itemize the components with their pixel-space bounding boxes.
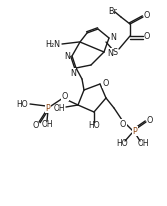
- Text: O: O: [147, 116, 153, 124]
- Text: S: S: [112, 48, 118, 56]
- Text: P: P: [133, 126, 137, 136]
- Text: N: N: [110, 33, 116, 41]
- Text: H₂N: H₂N: [45, 40, 60, 48]
- Text: OH: OH: [41, 119, 53, 129]
- Text: O: O: [120, 119, 126, 129]
- Text: Br: Br: [108, 7, 117, 15]
- Text: N: N: [64, 52, 70, 61]
- Text: OH: OH: [137, 138, 149, 147]
- Text: P: P: [46, 103, 50, 112]
- Text: HO: HO: [16, 99, 28, 109]
- Text: HO: HO: [116, 138, 128, 147]
- Text: O: O: [144, 32, 150, 41]
- Text: N: N: [70, 69, 76, 77]
- Text: HO: HO: [88, 121, 100, 130]
- Text: N: N: [107, 48, 113, 57]
- Text: O: O: [62, 91, 68, 101]
- Text: OH: OH: [53, 103, 65, 112]
- Text: O: O: [103, 78, 109, 88]
- Text: O: O: [144, 11, 150, 20]
- Text: O: O: [33, 121, 39, 130]
